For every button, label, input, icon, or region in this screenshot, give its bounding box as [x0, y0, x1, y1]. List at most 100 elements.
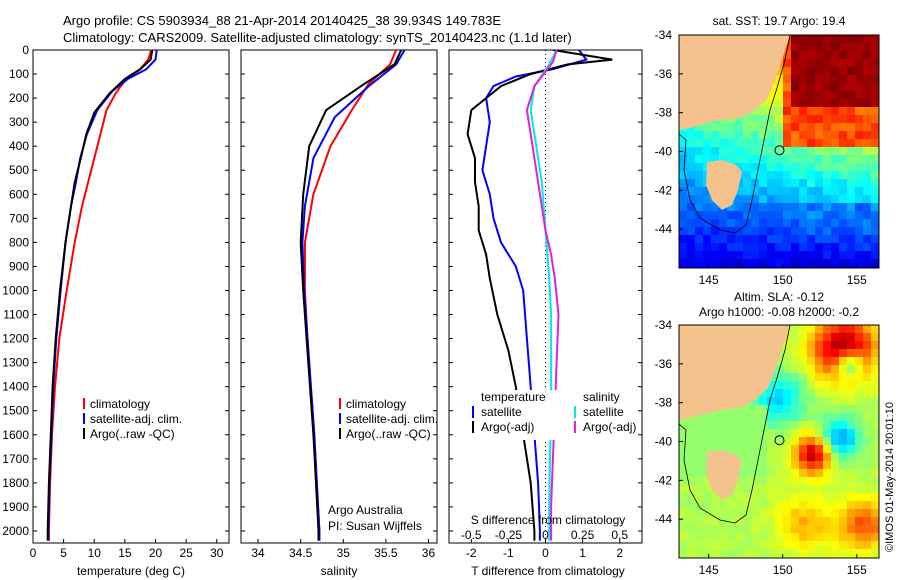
sla-cell — [807, 349, 815, 357]
sla-cell — [839, 485, 847, 493]
sst-map-title: sat. SST: 19.7 Argo: 19.4 — [713, 14, 846, 28]
sla-cell — [807, 341, 815, 349]
sst-cell — [839, 35, 847, 43]
sst-cell — [719, 139, 727, 147]
sst-cell — [871, 195, 879, 203]
sst-cell — [839, 115, 847, 123]
sst-cell — [727, 115, 735, 123]
sla-cell — [807, 325, 815, 333]
sla-cell — [791, 381, 799, 389]
sla-cell — [791, 525, 799, 533]
sla-cell — [695, 453, 703, 461]
sst-cell — [711, 251, 719, 259]
sst-cell — [839, 123, 847, 131]
sst-cell — [855, 243, 863, 251]
sla-cell — [871, 493, 879, 501]
sst-cell — [807, 35, 815, 43]
sla-cell — [751, 405, 759, 413]
sla-cell — [687, 501, 695, 509]
sla-cell — [847, 333, 855, 341]
sst-cell — [791, 115, 799, 123]
sla-cell — [783, 381, 791, 389]
sla-cell — [783, 485, 791, 493]
temperature-line-argo-raw-qc- — [46, 50, 154, 541]
sla-cell — [799, 525, 807, 533]
sst-cell — [839, 227, 847, 235]
sst-cell — [679, 219, 687, 227]
sst-cell — [767, 235, 775, 243]
sst-cell — [823, 187, 831, 195]
sst-cell — [687, 163, 695, 171]
sst-cell — [815, 123, 823, 131]
sst-cell — [807, 115, 815, 123]
sst-cell — [735, 211, 743, 219]
sla-cell — [823, 509, 831, 517]
sst-cell — [871, 91, 879, 99]
sla-cell — [775, 485, 783, 493]
sst-cell — [815, 91, 823, 99]
sla-cell — [727, 533, 735, 541]
sst-cell — [767, 259, 775, 267]
sst-cell — [751, 227, 759, 235]
sla-cell — [783, 405, 791, 413]
temperature-xtick-label: 5 — [60, 546, 67, 560]
sst-cell — [719, 131, 727, 139]
sst-cell — [711, 155, 719, 163]
sla-cell — [703, 509, 711, 517]
sst-cell — [783, 259, 791, 267]
sst_map-lat-tick-label: -34 — [655, 28, 673, 42]
sst-cell — [767, 219, 775, 227]
sla-cell — [727, 437, 735, 445]
sst-cell — [679, 251, 687, 259]
legend-temperature-satellite: satellite — [481, 405, 522, 419]
sla-cell — [783, 437, 791, 445]
sst_map-lon-tick-label: 150 — [773, 273, 793, 287]
sst-cell — [863, 243, 871, 251]
sst-cell — [719, 251, 727, 259]
sst-cell — [743, 235, 751, 243]
sla-cell — [799, 365, 807, 373]
sst-cell — [703, 139, 711, 147]
sla-cell — [791, 373, 799, 381]
sst-cell — [727, 251, 735, 259]
sst-cell — [791, 195, 799, 203]
sst-cell — [751, 211, 759, 219]
sst-cell — [807, 59, 815, 67]
sst-cell — [767, 155, 775, 163]
sla-cell — [823, 325, 831, 333]
sla-cell — [855, 373, 863, 381]
sla-cell — [783, 469, 791, 477]
sst-cell — [695, 123, 703, 131]
sla-cell — [815, 453, 823, 461]
sst-cell — [703, 243, 711, 251]
sst-cell — [871, 219, 879, 227]
sla-cell — [727, 413, 735, 421]
sla-cell — [807, 485, 815, 493]
sla_map-lat-tick-label: -34 — [655, 318, 673, 332]
sst-cell — [783, 195, 791, 203]
sla-cell — [775, 445, 783, 453]
sst-cell — [719, 243, 727, 251]
sst-cell — [751, 115, 759, 123]
sla-cell — [807, 405, 815, 413]
sla-cell — [831, 485, 839, 493]
sla-cell — [703, 501, 711, 509]
sla-cell — [871, 381, 879, 389]
sla-cell — [703, 485, 711, 493]
sla-cell — [799, 349, 807, 357]
sla-cell — [855, 517, 863, 525]
sla-cell — [695, 421, 703, 429]
sla-cell — [815, 549, 823, 557]
sla-cell — [783, 533, 791, 541]
sst-cell — [847, 115, 855, 123]
sst-cell — [695, 163, 703, 171]
sla-cell — [855, 445, 863, 453]
sla-cell — [807, 365, 815, 373]
sla-cell — [863, 461, 871, 469]
sla-cell — [775, 501, 783, 509]
sla-cell — [815, 341, 823, 349]
sla-cell — [767, 389, 775, 397]
sla-cell — [831, 453, 839, 461]
sla-cell — [735, 525, 743, 533]
sla-cell — [831, 373, 839, 381]
